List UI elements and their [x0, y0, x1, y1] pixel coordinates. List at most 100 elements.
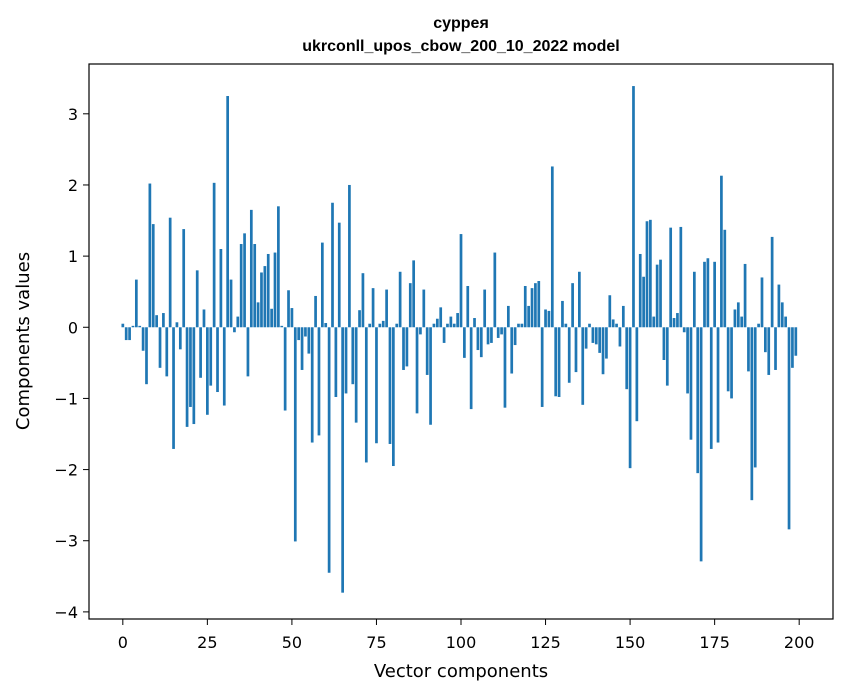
bar — [270, 308, 273, 328]
bar — [256, 302, 260, 328]
bar — [665, 327, 669, 386]
bar — [554, 327, 558, 397]
bar — [236, 316, 240, 328]
bar — [300, 327, 304, 370]
bar — [233, 327, 236, 333]
bar — [561, 300, 564, 328]
bar — [243, 233, 246, 328]
bar — [615, 323, 618, 328]
bar — [635, 327, 639, 422]
bar — [787, 327, 791, 530]
bar — [297, 327, 301, 341]
bar — [720, 175, 723, 328]
bar — [172, 327, 175, 449]
bar — [334, 327, 338, 397]
bar — [679, 226, 683, 328]
bar — [134, 279, 138, 328]
bar — [500, 327, 503, 335]
bar — [327, 327, 331, 573]
bar — [206, 327, 209, 415]
bar — [503, 327, 507, 408]
bar — [713, 261, 716, 328]
bar — [794, 327, 798, 356]
bar — [192, 327, 196, 425]
bar — [344, 327, 348, 394]
bar — [523, 286, 527, 328]
bar — [246, 327, 250, 377]
bar — [463, 327, 466, 358]
bar — [709, 327, 713, 449]
bar — [307, 327, 311, 354]
bar — [733, 309, 737, 328]
bar — [419, 327, 422, 335]
bar — [567, 327, 571, 383]
bar — [618, 327, 622, 347]
bar — [686, 327, 689, 394]
x-tick-label: 75 — [366, 633, 386, 652]
bar — [506, 305, 510, 328]
bar — [598, 327, 602, 353]
bar — [219, 249, 223, 328]
bar — [158, 327, 162, 368]
bar — [341, 327, 344, 593]
bar — [320, 242, 324, 328]
bar — [310, 327, 314, 443]
bar — [337, 222, 341, 328]
bar — [381, 320, 385, 328]
bar — [652, 316, 656, 328]
bar — [385, 289, 388, 328]
bar — [689, 327, 693, 440]
bar — [605, 327, 608, 359]
x-tick-label: 150 — [615, 633, 646, 652]
bar — [527, 305, 530, 328]
bar — [266, 253, 270, 328]
bar — [628, 327, 632, 469]
x-tick-label: 175 — [699, 633, 730, 652]
bar — [493, 252, 497, 328]
chart-subtitle: ukrconll_upos_cbow_200_10_2022 model — [302, 38, 619, 55]
bar — [791, 327, 794, 368]
bar — [283, 327, 287, 411]
bar — [212, 182, 216, 328]
bar — [703, 261, 706, 328]
bar — [479, 327, 483, 358]
bar — [611, 319, 615, 328]
bar — [466, 286, 470, 328]
bar — [280, 325, 284, 328]
bar — [476, 327, 480, 351]
bar — [148, 183, 152, 328]
y-tick-label: −4 — [54, 603, 78, 622]
bar — [131, 325, 135, 328]
bar — [128, 327, 131, 341]
bar — [141, 327, 145, 351]
bar — [564, 323, 568, 328]
bar — [757, 323, 760, 328]
bar — [182, 229, 186, 328]
bar — [510, 327, 514, 374]
x-tick-label: 125 — [530, 633, 561, 652]
bar — [638, 253, 642, 328]
bar — [591, 327, 595, 343]
bar — [723, 229, 727, 328]
bar — [730, 327, 733, 399]
bar — [402, 327, 405, 370]
bar — [621, 305, 625, 328]
bar — [429, 327, 432, 425]
bar — [682, 327, 686, 333]
bar — [601, 327, 605, 375]
bar — [155, 315, 158, 328]
bar — [459, 234, 463, 328]
bar — [750, 327, 754, 501]
bar — [571, 283, 574, 328]
bar — [395, 323, 399, 328]
bar — [449, 316, 453, 328]
bar — [659, 259, 662, 328]
bar — [726, 327, 730, 392]
bar — [354, 327, 358, 423]
y-tick-label: 0 — [68, 318, 78, 337]
y-tick-label: −2 — [54, 461, 78, 480]
bar — [473, 318, 476, 328]
bar — [706, 258, 710, 328]
x-axis-label: Vector components — [374, 661, 548, 682]
